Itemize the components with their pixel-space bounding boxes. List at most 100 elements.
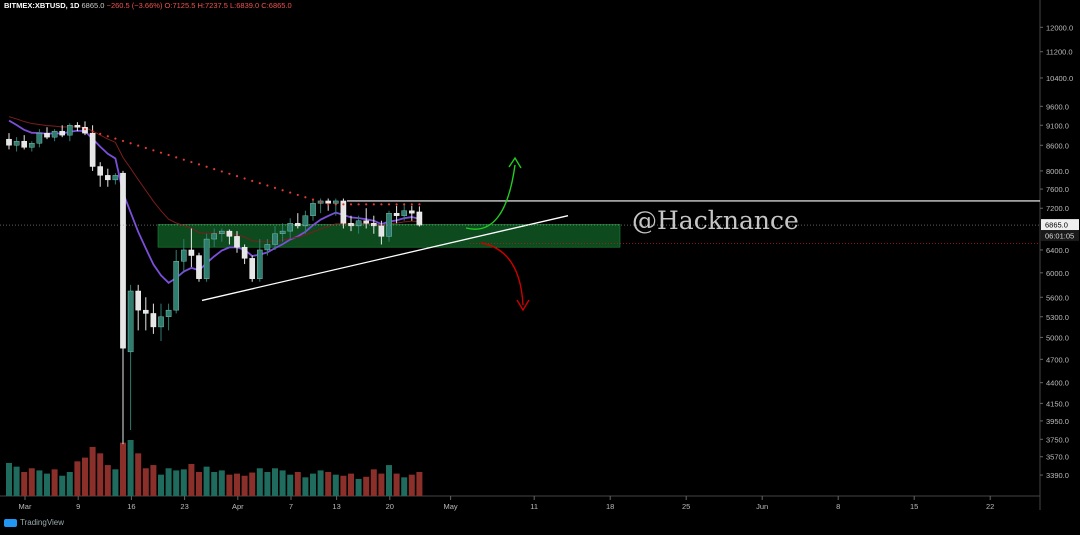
volume-bar	[272, 468, 278, 496]
sar-dot	[190, 160, 193, 164]
y-tick-label: 3570.0	[1046, 453, 1069, 462]
x-tick-label: 13	[332, 502, 340, 511]
y-tick-label: 4700.0	[1046, 355, 1069, 364]
brand-label[interactable]: TradingView	[20, 518, 65, 527]
sar-dot	[91, 130, 94, 133]
volume-bar	[59, 475, 66, 496]
candle-body	[59, 130, 65, 136]
volume-bar	[97, 453, 104, 496]
volume-bar	[150, 465, 157, 496]
last-price: 6865.0	[81, 1, 105, 10]
volume-bar	[158, 474, 164, 496]
y-tick-label: 5300.0	[1046, 313, 1069, 322]
candle-body	[234, 236, 240, 248]
volume-bar	[325, 472, 332, 496]
y-tick-label: 5600.0	[1046, 293, 1069, 302]
volume-bar	[89, 446, 96, 496]
volume-bar	[287, 474, 294, 496]
candle-body	[416, 211, 423, 226]
candle-body	[188, 249, 195, 256]
candle-body	[363, 220, 370, 224]
volume-bar	[363, 476, 370, 496]
price-axis[interactable]: 12000.0 11200.0 10400.0 9600.0 9100.0 8600.0 8…	[1040, 23, 1079, 480]
y-tick-label: 11200.0	[1046, 48, 1073, 57]
tradingview-logo-icon[interactable]	[4, 518, 17, 527]
sar-dot	[311, 198, 315, 201]
x-tick-label: May	[444, 502, 458, 511]
volume-bar	[203, 466, 210, 496]
sar-dot	[349, 203, 353, 206]
volume-bar	[6, 462, 12, 496]
candle-body	[325, 200, 332, 204]
sar-dot	[205, 165, 208, 168]
volume-bar	[104, 465, 111, 496]
sar-dot	[418, 203, 421, 206]
candle-body	[6, 138, 12, 146]
y-tick-label: 5000.0	[1046, 333, 1069, 342]
volume-bar	[302, 477, 309, 496]
volume-bar	[180, 469, 187, 496]
x-tick-label: 23	[180, 502, 188, 511]
sar-dot	[228, 172, 231, 175]
y-tick-label: 9100.0	[1046, 121, 1069, 130]
sar-dot	[410, 203, 413, 206]
sar-dot	[296, 193, 299, 197]
sar-dot	[235, 175, 239, 178]
sar-dot	[152, 149, 155, 152]
sar-dot	[175, 156, 178, 159]
sar-dot	[99, 132, 102, 135]
candle-body	[393, 212, 400, 216]
volume-bars	[6, 440, 423, 496]
candle-body	[135, 290, 142, 311]
candle-body	[89, 132, 96, 167]
volume-bar	[66, 472, 73, 496]
candle-body	[158, 316, 164, 328]
sar-dot	[266, 184, 269, 187]
volume-bar	[211, 472, 218, 496]
x-tick-label: Jun	[756, 502, 768, 511]
last-price-badge	[1041, 219, 1079, 231]
volume-bar	[196, 472, 202, 496]
sar-dot	[182, 158, 185, 161]
candle-body	[211, 233, 218, 240]
ticker-bar: BITMEX:XBTUSD, 1D 6865.0 −260.5 (−3.66%)…	[4, 1, 292, 10]
x-tick-label: 15	[910, 502, 918, 511]
x-tick-label: 16	[127, 502, 135, 511]
volume-bar	[401, 477, 408, 496]
time-axis[interactable]: Mar 9 16 23 Apr 7 13 20 May 11 18 25 Jun 8 15 22	[19, 496, 995, 511]
candle-body	[142, 309, 149, 314]
drawings	[0, 156, 1040, 312]
volume-bar	[249, 472, 256, 496]
candle-body	[127, 290, 134, 353]
sar-dot	[365, 203, 368, 206]
sar-dot	[327, 203, 330, 206]
sar-dot	[372, 203, 375, 206]
bullish-arrow-head	[508, 156, 522, 169]
candle-body	[29, 143, 35, 148]
volume-bar	[241, 475, 248, 496]
sar-dot	[304, 196, 307, 199]
sar-dot	[243, 177, 246, 180]
candle-body	[287, 223, 294, 232]
symbol-label[interactable]: BITMEX:XBTUSD, 1D	[4, 1, 80, 10]
candle-body	[104, 175, 111, 181]
volume-bar	[127, 440, 134, 496]
ohlc-values: O:7125.5 H:7237.5 L:6839.0 C:6865.0	[164, 1, 292, 10]
volume-bar	[348, 473, 354, 496]
volume-bar	[44, 473, 50, 496]
volume-bar	[370, 469, 377, 496]
volume-bar	[28, 468, 35, 496]
y-tick-label: 8600.0	[1046, 141, 1069, 150]
candle-body	[218, 230, 225, 234]
candle-body	[13, 140, 20, 146]
ascending-trendline	[201, 215, 569, 302]
candle-body	[340, 200, 347, 224]
volume-bar	[317, 470, 324, 496]
volume-bar	[165, 468, 172, 496]
y-tick-label: 3390.0	[1046, 471, 1069, 480]
sar-dot	[83, 128, 87, 131]
candle-body	[241, 247, 248, 259]
x-tick-label: 9	[76, 502, 80, 511]
volume-bar	[142, 468, 149, 496]
